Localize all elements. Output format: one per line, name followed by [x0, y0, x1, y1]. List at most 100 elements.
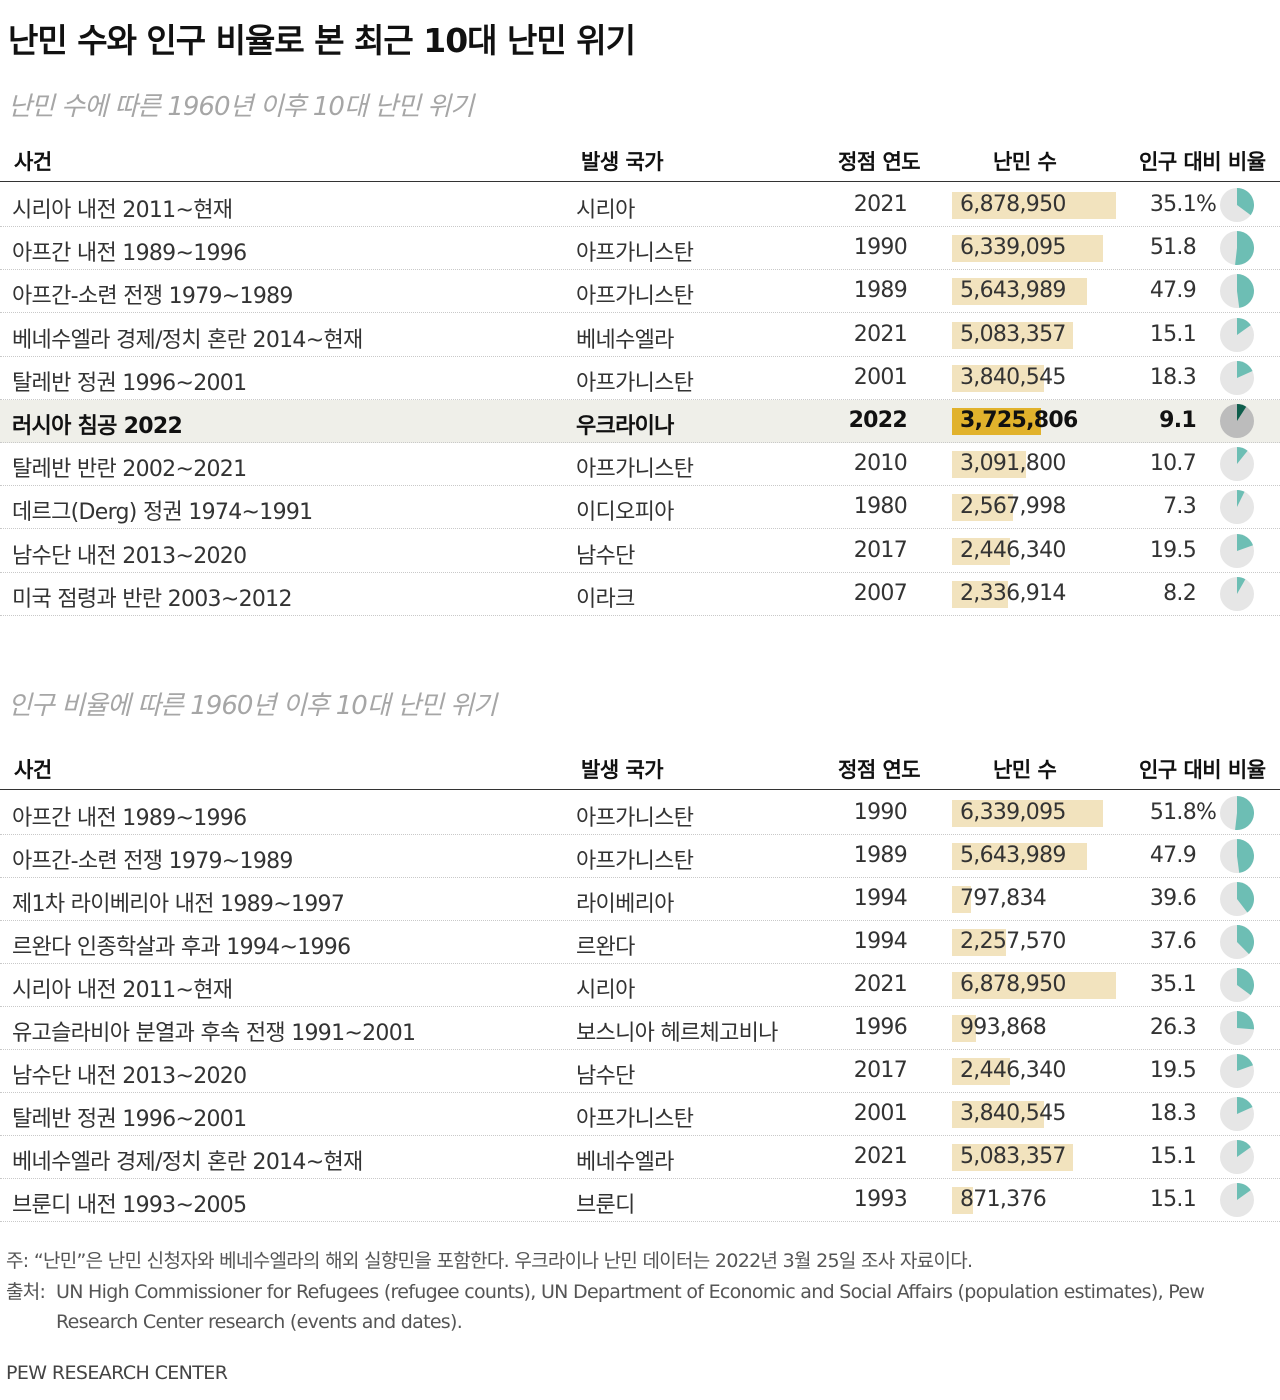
header-share: 인구 대비 비율: [1139, 150, 1266, 174]
header-event: 사건: [14, 150, 52, 174]
pie-slice: [1237, 576, 1246, 594]
event-name: 탈레반 정권 1996~2001: [12, 370, 247, 396]
country-name: 이디오피아: [576, 500, 674, 526]
share-pie: [1220, 882, 1254, 916]
event-name: 제1차 라이베리아 내전 1989~1997: [12, 892, 345, 917]
population-share: 47.9: [1149, 843, 1197, 868]
population-share: 19.5: [1149, 1058, 1197, 1083]
population-share: 10.7: [1149, 451, 1197, 477]
table-row: 아프간-소련 전쟁 1979~1989 아프가니스탄 1989 5,643,989 47…: [0, 835, 1280, 878]
population-share: 7.3: [1163, 494, 1197, 520]
country-name: 베네수엘라: [576, 327, 674, 353]
header-year: 정점 연도: [838, 758, 921, 782]
country-name: 남수단: [576, 1064, 635, 1089]
peak-year: 2001: [853, 1101, 908, 1126]
table-row: 베네수엘라 경제/정치 혼란 2014~현재 베네수엘라 2021 5,083,357…: [0, 1136, 1280, 1179]
chart-title: 난민 수와 인구 비율로 본 최근 10대 난민 위기: [8, 21, 636, 60]
table-row: 베네수엘라 경제/정치 혼란 2014~현재 베네수엘라 2021 5,083,357…: [0, 314, 1280, 357]
event-name: 탈레반 반란 2002~2021: [12, 457, 247, 483]
table-row: 탈레반 반란 2002~2021 아프가니스탄 2010 3,091,800 10.7: [0, 443, 1280, 487]
population-share: 39.6: [1149, 886, 1197, 911]
pie-slice: [1237, 317, 1251, 335]
refugee-count: 6,878,950: [960, 192, 1066, 217]
share-pie: [1220, 360, 1254, 395]
table-1-subtitle: 난민 수에 따른 1960년 이후 10대 난민 위기: [8, 92, 474, 122]
refugee-bar: [952, 235, 1103, 263]
table-row: 미국 점령과 반란 2003~2012 이라크 2007 2,336,914 8.2: [0, 573, 1280, 616]
table-row: 아프간 내전 1989~1996 아프가니스탄 1990 6,339,095 51.8%: [0, 792, 1280, 835]
table-row: 탈레반 정권 1996~2001 아프가니스탄 2001 3,840,545 18.3: [0, 1093, 1280, 1136]
table-2-subtitle: 인구 비율에 따른 1960년 이후 10대 난민 위기: [8, 691, 497, 721]
peak-year: 2021: [853, 972, 908, 997]
peak-year: 1996: [853, 1015, 908, 1040]
population-share: 8.2: [1163, 580, 1197, 606]
peak-year: 2021: [853, 1144, 908, 1169]
pie-slice: [1237, 1183, 1251, 1200]
pie-slice: [1237, 360, 1253, 378]
event-name: 미국 점령과 반란 2003~2012: [12, 586, 292, 612]
population-share: 9.1: [1159, 408, 1197, 433]
share-pie: [1220, 404, 1254, 438]
population-share: 35.1: [1149, 192, 1197, 217]
event-name: 브룬디 내전 1993~2005: [12, 1193, 247, 1218]
share-pie: [1220, 490, 1254, 525]
refugee-count: 3,091,800: [960, 451, 1066, 477]
table-row: 러시아 침공 2022 우크라이나 2022 3,725,806 9.1: [0, 400, 1280, 443]
country-name: 아프가니스탄: [576, 1107, 694, 1132]
refugee-bar: [952, 192, 1116, 219]
refugee-bar: [952, 580, 1008, 608]
pie-slice: [1237, 968, 1254, 996]
country-name: 남수단: [576, 543, 635, 569]
population-share: 51.8: [1149, 235, 1197, 261]
event-name: 시리아 내전 2011~현재: [12, 978, 233, 1003]
refugee-bar: [952, 929, 1006, 956]
peak-year: 1990: [853, 800, 908, 825]
header-event: 사건: [14, 758, 52, 782]
country-name: 아프가니스탄: [576, 284, 694, 310]
peak-year: 2010: [853, 451, 908, 477]
refugee-bar: [952, 1015, 976, 1042]
pie-slice: [1237, 447, 1248, 465]
country-name: 라이베리아: [576, 892, 674, 917]
header-refugees: 난민 수: [993, 150, 1057, 174]
country-name: 아프가니스탄: [576, 457, 694, 483]
event-name: 아프간 내전 1989~1996: [12, 806, 247, 831]
share-pie: [1220, 1140, 1254, 1174]
table-row: 유고슬라비아 분열과 후속 전쟁 1991~2001 보스니아 헤르체고비나 199…: [0, 1007, 1280, 1050]
header-country: 발생 국가: [581, 150, 664, 174]
event-name: 러시아 침공 2022: [12, 414, 183, 439]
footnote-note: 주: “난민”은 난민 신청자와 베네수엘라의 해외 실향민을 포함한다. 우크…: [6, 1250, 973, 1272]
share-pie: [1220, 447, 1254, 482]
refugee-bar: [952, 451, 1026, 479]
refugee-count: 797,834: [960, 886, 1047, 911]
refugee-count: 871,376: [960, 1187, 1047, 1212]
table-row: 탈레반 정권 1996~2001 아프가니스탄 2001 3,840,545 18.3: [0, 357, 1280, 400]
event-name: 아프간 내전 1989~1996: [12, 241, 247, 267]
peak-year: 2022: [848, 408, 908, 433]
refugee-count: 3,725,806: [960, 408, 1078, 433]
population-share: 37.6: [1149, 929, 1197, 954]
refugee-bar: [952, 1101, 1044, 1128]
population-share: 35.1: [1149, 972, 1197, 997]
table-row: 브룬디 내전 1993~2005 브룬디 1993 871,376 15.1: [0, 1179, 1280, 1222]
event-name: 남수단 내전 2013~2020: [12, 1064, 247, 1089]
refugee-bar: [952, 843, 1087, 870]
refugee-count: 3,840,545: [960, 364, 1066, 390]
refugee-count: 5,083,357: [960, 321, 1066, 347]
pie-slice: [1235, 231, 1254, 266]
pie-slice: [1237, 1054, 1253, 1071]
population-share: 18.3: [1149, 1101, 1197, 1126]
event-name: 아프간-소련 전쟁 1979~1989: [12, 284, 293, 310]
peak-year: 1994: [853, 929, 908, 954]
country-name: 아프가니스탄: [576, 370, 694, 396]
refugee-count: 5,643,989: [960, 843, 1066, 868]
share-pie: [1220, 839, 1254, 873]
refugee-count: 2,567,998: [960, 494, 1066, 520]
peak-year: 1989: [853, 278, 908, 304]
event-name: 남수단 내전 2013~2020: [12, 543, 247, 569]
population-share: 19.5: [1149, 537, 1197, 563]
refugee-count: 993,868: [960, 1015, 1047, 1040]
share-pie: [1220, 1097, 1254, 1131]
event-name: 탈레반 정권 1996~2001: [12, 1107, 247, 1132]
country-name: 우크라이나: [576, 414, 674, 439]
